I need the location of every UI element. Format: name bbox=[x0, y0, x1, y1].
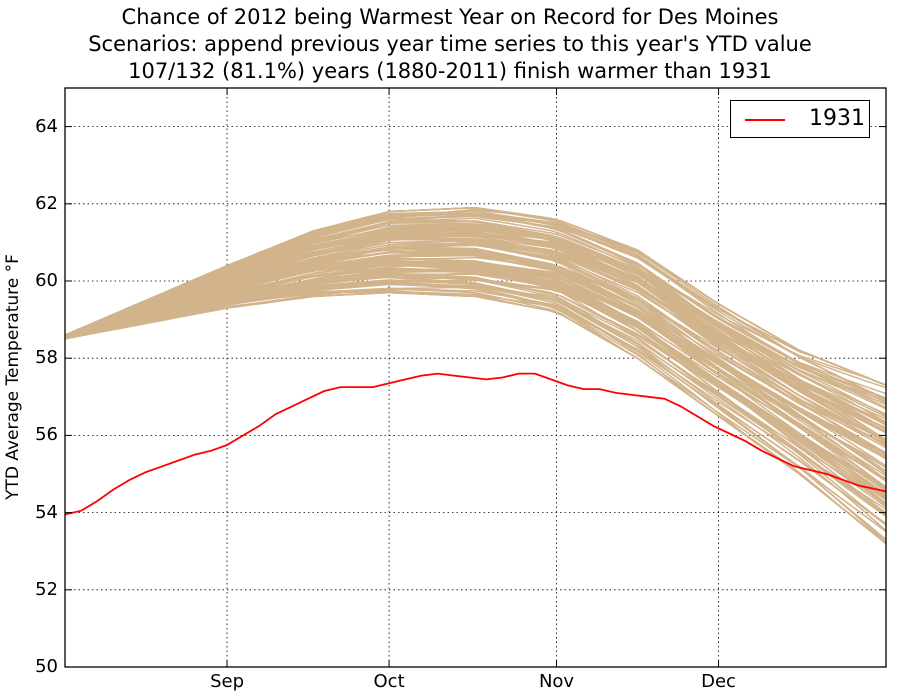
legend-swatch bbox=[745, 119, 785, 121]
series-line-1931 bbox=[64, 372, 887, 516]
scenario-lines bbox=[64, 206, 887, 545]
y-tick-label: 58 bbox=[35, 347, 58, 369]
scenario-line bbox=[64, 291, 887, 545]
y-tick-label: 64 bbox=[35, 115, 58, 137]
scenario-line bbox=[64, 259, 887, 490]
chart-subtitle-2: 107/132 (81.1%) years (1880-2011) finish… bbox=[128, 59, 772, 83]
scenario-line bbox=[64, 264, 887, 515]
x-tick-label: Oct bbox=[373, 671, 405, 692]
plot-frame bbox=[64, 87, 887, 668]
x-tick-label: Nov bbox=[538, 671, 575, 692]
y-tick-label: 60 bbox=[35, 270, 58, 291]
scenario-line bbox=[64, 208, 887, 386]
y-tick-label: 54 bbox=[35, 501, 58, 523]
scenario-line bbox=[64, 261, 887, 489]
scenario-line bbox=[64, 222, 887, 432]
scenario-line bbox=[64, 242, 887, 460]
y-tick-label: 62 bbox=[35, 192, 58, 214]
scenario-line bbox=[64, 233, 887, 426]
scenario-line bbox=[64, 251, 887, 481]
scenario-line bbox=[64, 250, 887, 454]
x-tick-label: Sep bbox=[210, 671, 244, 692]
y-tick-label: 56 bbox=[35, 424, 58, 446]
legend-label: 1931 bbox=[809, 106, 865, 131]
scenario-line bbox=[64, 232, 887, 443]
y-tick-label: 50 bbox=[35, 656, 58, 677]
scenario-line bbox=[64, 272, 887, 525]
scenario-line bbox=[64, 243, 887, 469]
series-lines bbox=[64, 372, 887, 516]
legend: 1931 bbox=[730, 100, 870, 138]
chart-title: Chance of 2012 being Warmest Year on Rec… bbox=[121, 5, 779, 29]
y-tick-label: 52 bbox=[35, 578, 58, 600]
x-tick-label: Dec bbox=[701, 671, 736, 692]
chart-subtitle: Scenarios: append previous year time ser… bbox=[88, 32, 812, 56]
scenario-line bbox=[64, 281, 887, 514]
